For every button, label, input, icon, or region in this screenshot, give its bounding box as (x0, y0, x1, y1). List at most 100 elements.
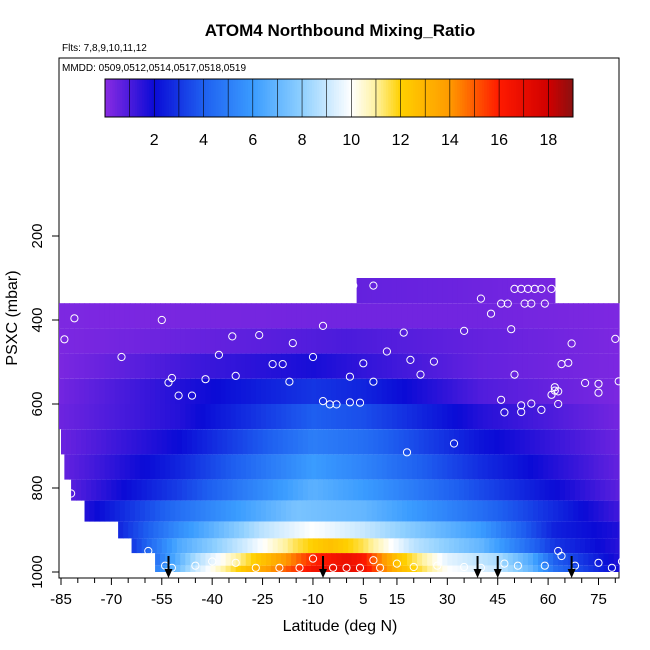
heatmap-cell (393, 479, 400, 501)
heatmap-cell (573, 404, 579, 430)
heatmap-cell (381, 565, 388, 572)
heatmap-cell (492, 500, 499, 522)
heatmap-cell (175, 454, 181, 480)
heatmap-cell (311, 328, 317, 354)
heatmap-cell (538, 378, 544, 404)
y-tick-label: 1000 (29, 555, 46, 588)
heatmap-cell (91, 479, 97, 501)
x-tick-label: 60 (540, 591, 557, 608)
heatmap-cell (569, 429, 576, 455)
heatmap-cell (522, 553, 529, 566)
heatmap-cell (428, 429, 435, 455)
heatmap-cell (139, 404, 146, 430)
heatmap-cell (136, 538, 143, 554)
heatmap-cell (181, 479, 188, 501)
heatmap-cell (548, 353, 554, 379)
heatmap-cell (401, 500, 408, 522)
heatmap-cell (210, 378, 217, 404)
heatmap-cell (391, 353, 398, 379)
heatmap-cell (401, 328, 408, 354)
heatmap-cell (546, 521, 553, 539)
colorbar-swatch (255, 79, 259, 117)
heatmap-cell (331, 404, 338, 430)
heatmap-cell (286, 303, 292, 329)
colorbar-swatch (193, 79, 197, 117)
heatmap-cell (301, 565, 307, 572)
heatmap-cell (94, 500, 101, 522)
heatmap-cell (207, 429, 213, 455)
heatmap-cell (437, 353, 443, 379)
sample-point (537, 405, 546, 414)
heatmap-cell (527, 454, 534, 480)
heatmap-cell (548, 303, 554, 329)
colorbar-swatch (508, 79, 512, 117)
heatmap-cell (616, 521, 620, 539)
heatmap-cell (245, 353, 252, 379)
heatmap-cell (129, 404, 136, 430)
colorbar-swatch (294, 79, 298, 117)
sample-point (503, 299, 512, 308)
heatmap-cell (292, 429, 299, 455)
heatmap-cell (538, 404, 544, 430)
heatmap-cell (522, 278, 529, 304)
heatmap-cell (165, 328, 171, 354)
heatmap-cell (272, 429, 279, 455)
heatmap-cell (144, 303, 151, 329)
colorbar-swatch (368, 79, 372, 117)
heatmap-cell (418, 479, 425, 501)
heatmap-cell (183, 521, 190, 539)
heatmap-cell (442, 404, 448, 430)
heatmap-cell (200, 500, 207, 522)
x-tick-label: -70 (101, 591, 123, 608)
colorbar-swatch (218, 79, 222, 117)
heatmap-cell (104, 378, 111, 404)
heatmap-cell (240, 404, 247, 430)
heatmap-cell (517, 553, 524, 566)
heatmap-cell (412, 565, 418, 572)
heatmap-cell (247, 429, 254, 455)
heatmap-cell (470, 521, 477, 539)
heatmap-cell (141, 479, 148, 501)
heatmap-cell (114, 353, 121, 379)
heatmap-cell (593, 454, 600, 480)
heatmap-cell (608, 454, 615, 480)
heatmap-cell (326, 353, 333, 379)
heatmap-cell (225, 553, 232, 566)
flight-arrow (164, 556, 173, 578)
heatmap-cell (618, 303, 620, 329)
heatmap-cell (580, 429, 586, 455)
heatmap-cell (479, 538, 485, 554)
heatmap-cell (311, 565, 317, 572)
colorbar-swatch (292, 79, 296, 117)
heatmap-cell (328, 538, 334, 554)
sample-point (318, 397, 328, 406)
heatmap-cell (465, 521, 472, 539)
heatmap-cell (331, 454, 338, 480)
colorbar-swatch (378, 79, 382, 117)
heatmap-cell (538, 454, 544, 480)
heatmap-cell (422, 553, 428, 566)
heatmap-cell (205, 500, 212, 522)
heatmap-cell (477, 454, 484, 480)
heatmap-cell (401, 378, 408, 404)
heatmap-cell (477, 328, 484, 354)
heatmap-cell (438, 429, 445, 455)
heatmap-cell (237, 538, 244, 554)
heatmap-cell (509, 538, 516, 554)
heatmap-cell (232, 538, 238, 554)
heatmap-cell (321, 378, 327, 404)
heatmap-cell (380, 521, 386, 539)
y-axis-title: PSXC (mbar) (4, 270, 21, 365)
colorbar-swatch (427, 79, 431, 117)
colorbar-swatch (533, 79, 537, 117)
heatmap-cell (158, 521, 165, 539)
heatmap-cell (543, 404, 549, 430)
heatmap-cell (255, 404, 262, 430)
heatmap-cell (543, 303, 549, 329)
heatmap-cell (583, 454, 590, 480)
heatmap-cell (291, 500, 297, 522)
heatmap-cell (281, 454, 287, 480)
heatmap-cell (532, 278, 539, 304)
heatmap-cell (306, 404, 312, 430)
colorbar-swatch (388, 79, 392, 117)
